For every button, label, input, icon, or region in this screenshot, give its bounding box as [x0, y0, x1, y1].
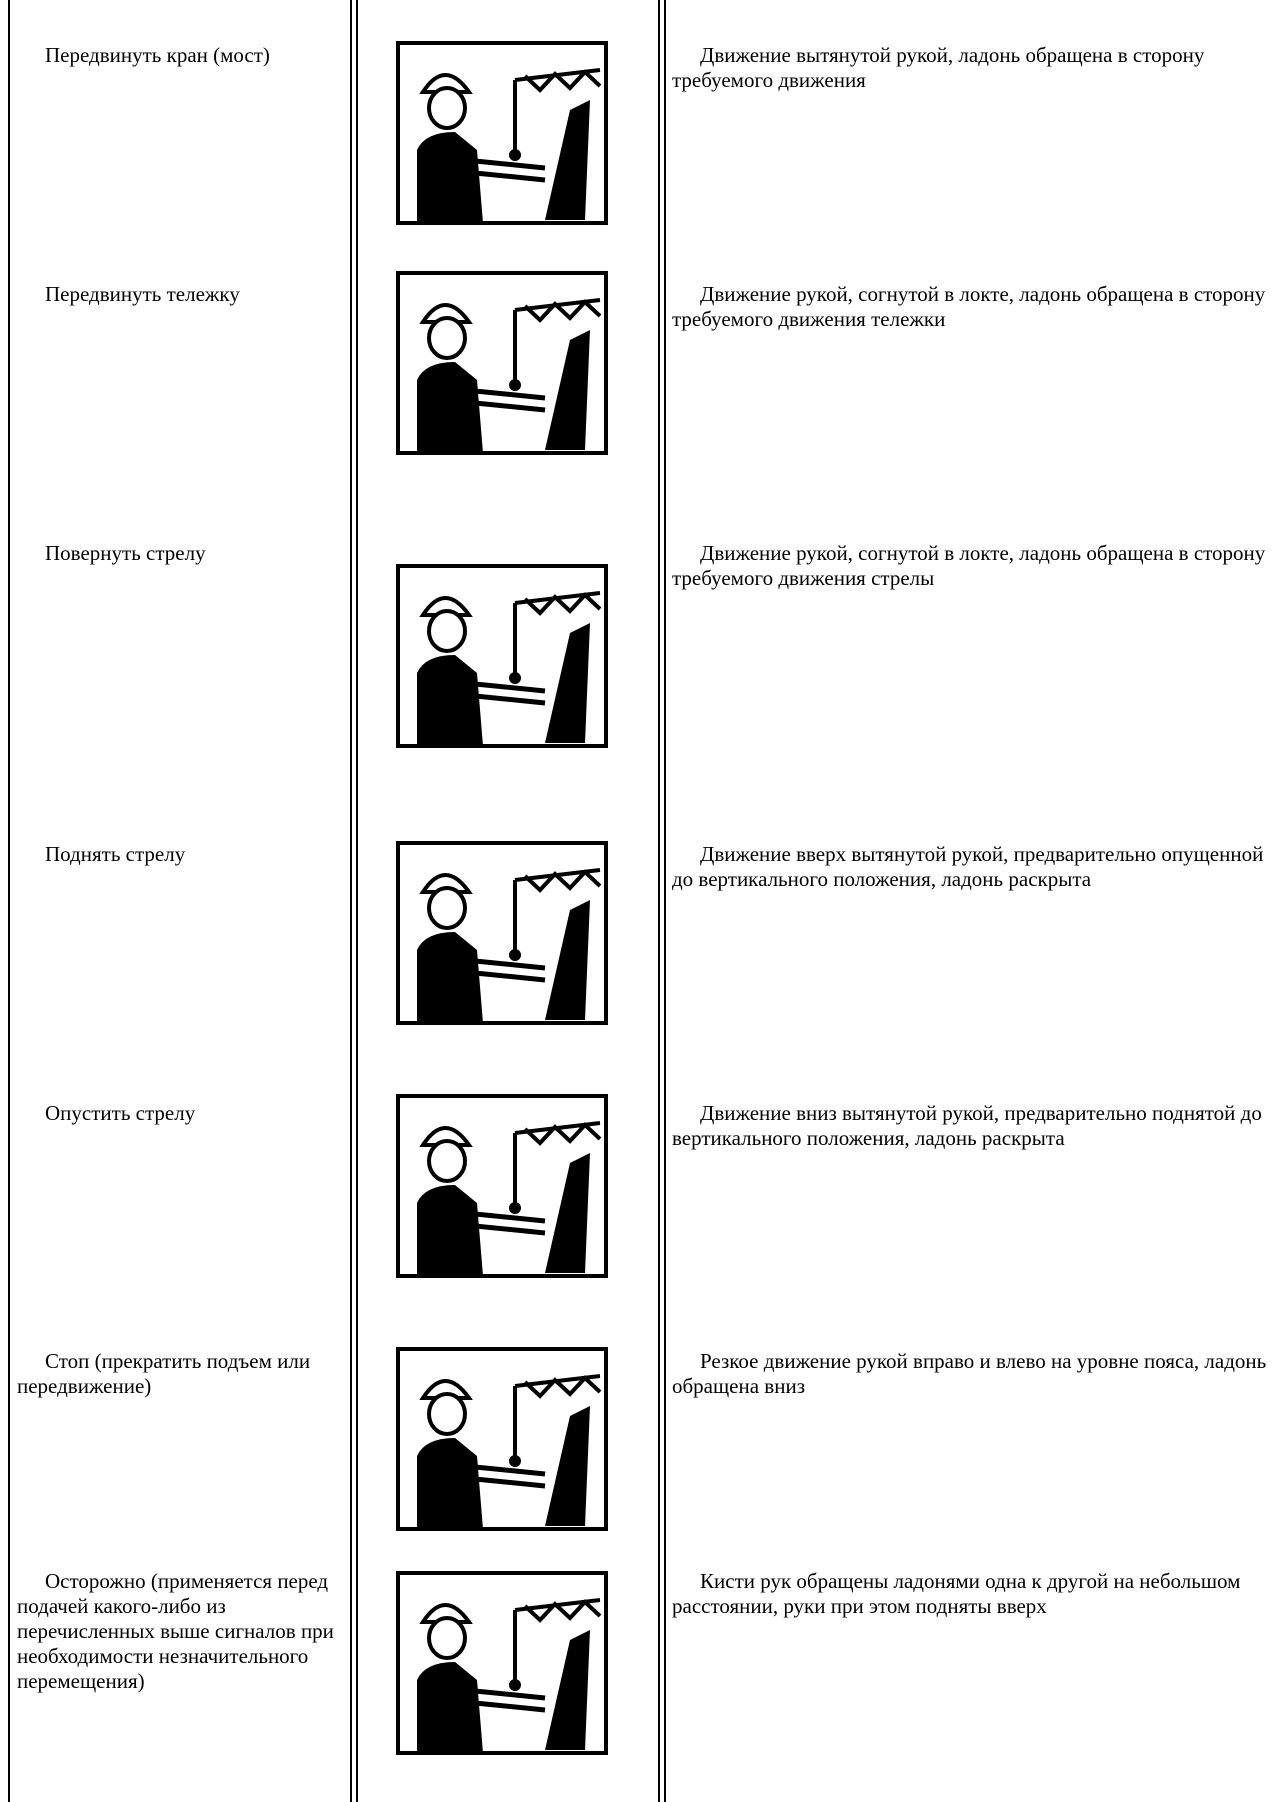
signal-pictogram: [396, 841, 608, 1025]
signal-name: Поднять стрелу: [45, 842, 186, 866]
signal-pictogram: [396, 271, 608, 455]
signal-name: Опустить стрелу: [45, 1101, 196, 1125]
signal-pictogram: [396, 1571, 608, 1755]
signal-description: Кисти рук обращены ладонями одна к друго…: [672, 1569, 1241, 1618]
signal-name: Стоп (прекратить подъем или передвижение…: [17, 1349, 311, 1398]
signal-description: Движение вниз вытянутой рукой, предварит…: [672, 1101, 1262, 1150]
signal-pictogram: [396, 1094, 608, 1278]
column-border: [8, 0, 10, 1802]
signal-pictogram: [396, 41, 608, 225]
column-border: [658, 0, 660, 1802]
signal-name: Передвинуть тележку: [45, 282, 240, 306]
signal-name: Повернуть стрелу: [45, 541, 206, 565]
signal-pictogram: [396, 1347, 608, 1531]
signal-description: Движение вверх вытянутой рукой, предвари…: [672, 842, 1264, 891]
column-border: [356, 0, 358, 1802]
signal-pictogram: [396, 564, 608, 748]
signal-description: Движение вытянутой рукой, ладонь обращен…: [672, 43, 1205, 92]
signal-name: Передвинуть кран (мост): [45, 43, 270, 67]
signal-description: Движение рукой, согнутой в локте, ладонь…: [672, 541, 1266, 590]
column-border: [350, 0, 352, 1802]
column-border: [664, 0, 666, 1802]
signal-description: Резкое движение рукой вправо и влево на …: [672, 1349, 1267, 1398]
signal-description: Движение рукой, согнутой в локте, ладонь…: [672, 282, 1266, 331]
signal-name: Осторожно (применяется перед подачей как…: [17, 1569, 334, 1693]
